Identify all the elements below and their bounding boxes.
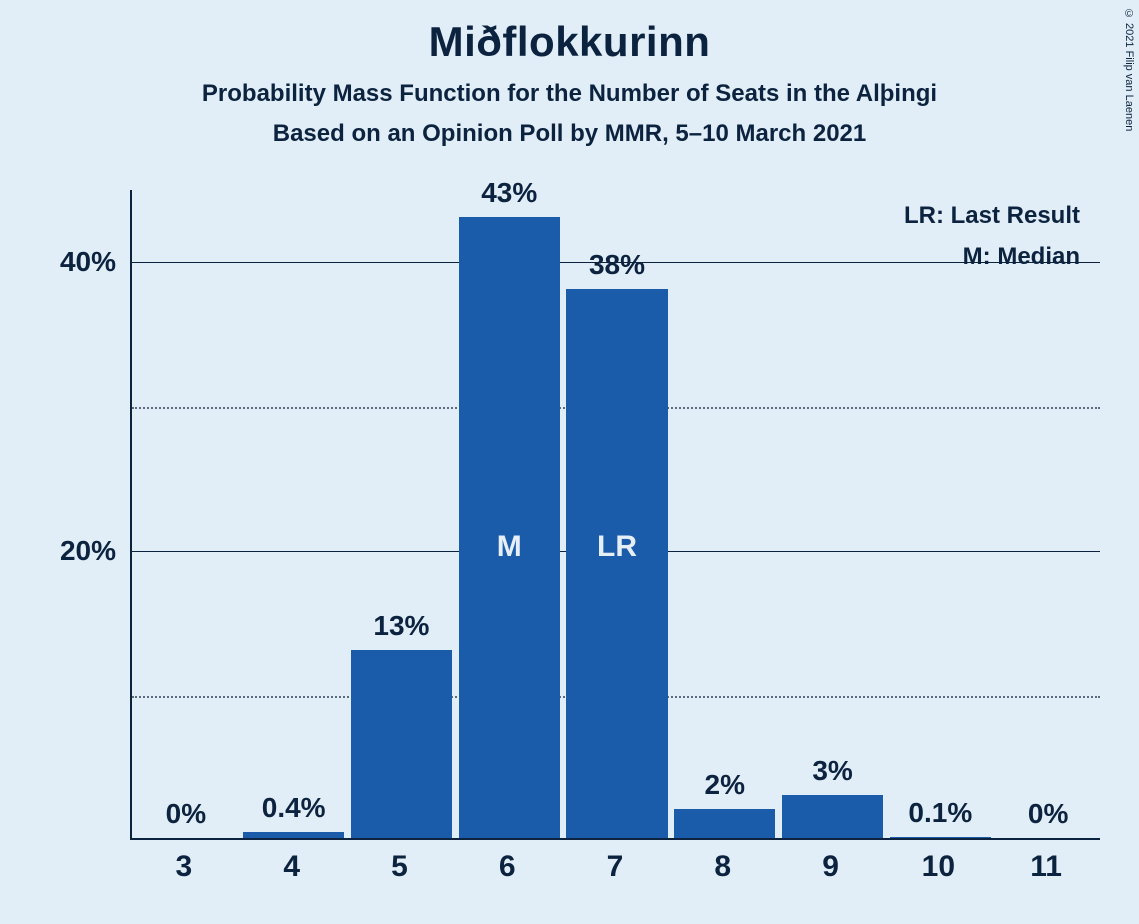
x-axis-label: 11 [1030,850,1062,884]
bar-value-label: 0% [166,798,206,830]
copyright-text: © 2021 Filip van Laenen [1123,8,1135,131]
bar [782,795,883,838]
bar-value-label: 0.1% [908,797,972,829]
bar-value-label: 43% [481,177,537,209]
bar [674,809,775,838]
chart-title: Miðflokkurinn [0,18,1139,66]
bar-inner-label: M [497,530,522,564]
x-axis-label: 10 [922,850,955,884]
y-axis-label: 40% [60,246,116,278]
bar [351,650,452,838]
y-axis-label: 20% [60,535,116,567]
bar-value-label: 2% [705,769,745,801]
x-axis-label: 3 [176,850,193,884]
bar-value-label: 0.4% [262,792,326,824]
legend-lr: LR: Last Result [904,196,1080,237]
bar-value-label: 3% [812,755,852,787]
legend-m: M: Median [904,237,1080,278]
chart-container: LR: Last Result M: Median 20%40%0%0.4%13… [40,190,1120,910]
chart-subtitle: Probability Mass Function for the Number… [0,80,1139,108]
x-axis-label: 4 [283,850,300,884]
x-axis-label: 7 [607,850,624,884]
x-axis-label: 8 [714,850,731,884]
x-axis-label: 9 [822,850,839,884]
plot-area: LR: Last Result M: Median 20%40%0%0.4%13… [130,190,1100,840]
bar [566,289,667,838]
chart-subtitle-2: Based on an Opinion Poll by MMR, 5–10 Ma… [0,120,1139,148]
bar-value-label: 13% [373,610,429,642]
bar-value-label: 0% [1028,798,1068,830]
title-block: Miðflokkurinn Probability Mass Function … [0,0,1139,148]
x-axis-label: 6 [499,850,516,884]
bar [459,217,560,838]
bar [890,837,991,838]
x-axis-label: 5 [391,850,408,884]
bar-value-label: 38% [589,249,645,281]
bar-inner-label: LR [597,530,637,564]
legend: LR: Last Result M: Median [904,196,1080,278]
bar [243,832,344,838]
